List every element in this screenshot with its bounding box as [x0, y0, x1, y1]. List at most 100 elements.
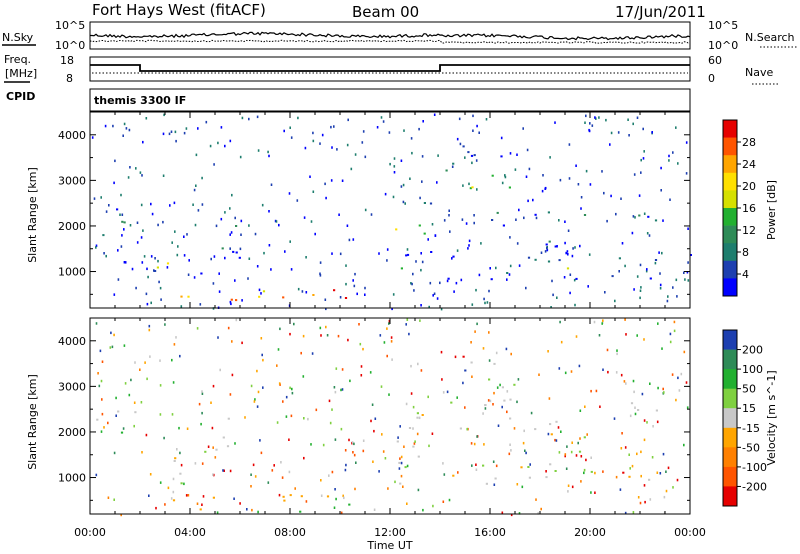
- velocity-colorbar: 200 100 50 15 -15 -50 -100 -200 Velocity [m s^-…: [722, 329, 778, 507]
- echo-cell: [457, 471, 459, 474]
- echo-cell: [350, 167, 353, 171]
- echo-cell: [361, 141, 364, 144]
- echo-cell: [633, 173, 636, 176]
- echo-cell: [140, 236, 143, 239]
- echo-cell: [96, 418, 99, 421]
- echo-cell: [412, 405, 415, 409]
- echo-cell: [330, 179, 333, 182]
- echo-cell: [643, 438, 646, 442]
- echo-cell: [200, 272, 203, 275]
- echo-cell: [282, 296, 285, 299]
- echo-cell: [601, 322, 603, 325]
- echo-cell: [459, 142, 462, 146]
- echo-cell: [639, 296, 641, 300]
- echo-cell: [429, 281, 432, 285]
- echo-cell: [241, 116, 244, 120]
- echo-cell: [340, 427, 343, 431]
- echo-cell: [606, 219, 608, 223]
- echo-cell: [413, 289, 415, 292]
- echo-cell: [624, 446, 627, 449]
- colorbar-tick-label: -200: [742, 480, 767, 493]
- echo-cell: [320, 479, 322, 482]
- echo-cell: [516, 400, 518, 404]
- freq-unit-label: [MHz]: [5, 67, 37, 80]
- echo-cell: [468, 239, 471, 243]
- echo-cell: [594, 116, 596, 119]
- colorbar-swatch: [723, 278, 737, 297]
- echo-cell: [348, 238, 351, 242]
- echo-cell: [659, 272, 661, 275]
- echo-cell: [518, 264, 521, 267]
- echo-cell: [574, 246, 576, 249]
- echo-cell: [560, 340, 563, 344]
- echo-cell: [687, 261, 689, 264]
- echo-cell: [668, 154, 670, 158]
- colorbar-tick-label: 50: [742, 383, 756, 396]
- echo-cell: [464, 406, 466, 409]
- echo-cell: [248, 257, 251, 260]
- echo-cell: [579, 244, 581, 248]
- echo-cell: [573, 278, 576, 282]
- y-tick-label: 2000: [58, 426, 86, 439]
- echo-cell: [395, 228, 398, 231]
- echo-cell: [128, 393, 131, 397]
- noise-sky-trace: [90, 31, 691, 41]
- echo-cell: [280, 461, 282, 464]
- noise-right-tick-top: 10^5: [708, 19, 738, 32]
- echo-cell: [396, 440, 399, 443]
- echo-cell: [282, 400, 284, 403]
- echo-cell: [638, 214, 641, 217]
- echo-cell: [657, 386, 659, 390]
- echo-cell: [257, 390, 260, 394]
- echo-cell: [571, 254, 574, 258]
- velocity-x-ticks: [89, 318, 691, 514]
- echo-cell: [213, 473, 215, 477]
- echo-cell: [634, 216, 636, 219]
- echo-cell: [432, 504, 434, 508]
- echo-cell: [517, 378, 520, 381]
- echo-cell: [185, 494, 188, 497]
- echo-cell: [362, 130, 365, 133]
- echo-cell: [422, 120, 424, 123]
- time-axis-labels: 00:00 04:00 08:00 12:00 16:00 20:00 00:00: [74, 526, 706, 539]
- echo-cell: [297, 116, 299, 120]
- echo-cell: [624, 511, 627, 515]
- echo-cell: [95, 322, 98, 325]
- echo-cell: [162, 220, 164, 224]
- echo-cell: [546, 246, 548, 250]
- echo-cell: [334, 390, 337, 394]
- echo-cell: [210, 257, 212, 261]
- colorbar-swatch: [723, 388, 737, 409]
- echo-cell: [571, 485, 574, 489]
- echo-cell: [229, 469, 232, 473]
- x-tick-label: 04:00: [174, 526, 206, 539]
- echo-cell: [391, 307, 393, 311]
- echo-cell: [541, 189, 544, 193]
- echo-cell: [199, 508, 202, 511]
- echo-cell: [640, 286, 642, 289]
- echo-cell: [239, 155, 242, 159]
- echo-cell: [403, 445, 405, 448]
- echo-cell: [590, 389, 592, 393]
- echo-cell: [101, 398, 103, 401]
- echo-cell: [334, 488, 336, 491]
- echo-cell: [455, 281, 458, 285]
- echo-cell: [110, 331, 112, 335]
- echo-cell: [447, 277, 450, 280]
- echo-cell: [344, 297, 348, 299]
- echo-cell: [135, 167, 137, 170]
- echo-cell: [167, 486, 170, 490]
- echo-cell: [111, 345, 114, 349]
- echo-cell: [462, 355, 465, 358]
- echo-cell: [482, 347, 485, 350]
- echo-cell: [659, 287, 662, 290]
- station-title: Fort Hays West (fitACF): [92, 1, 266, 19]
- echo-cell: [201, 411, 203, 415]
- echo-cell: [458, 117, 461, 121]
- echo-cell: [632, 122, 634, 126]
- echo-cell: [364, 293, 366, 296]
- echo-cell: [643, 338, 645, 341]
- echo-cell: [234, 442, 236, 445]
- echo-cell: [148, 328, 151, 332]
- echo-cell: [594, 471, 596, 475]
